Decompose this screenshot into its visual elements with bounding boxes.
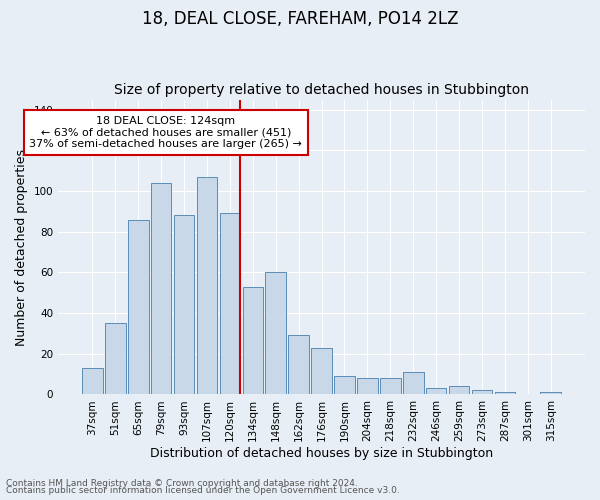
Bar	[541, 392, 561, 394]
Bar	[334, 376, 355, 394]
Bar	[380, 378, 401, 394]
Bar	[242, 286, 263, 395]
Bar	[472, 390, 493, 394]
Text: 18, DEAL CLOSE, FAREHAM, PO14 2LZ: 18, DEAL CLOSE, FAREHAM, PO14 2LZ	[142, 10, 458, 28]
Bar	[174, 216, 194, 394]
Title: Size of property relative to detached houses in Stubbington: Size of property relative to detached ho…	[114, 83, 529, 97]
Bar	[265, 272, 286, 394]
Bar	[82, 368, 103, 394]
Bar	[151, 183, 172, 394]
Bar	[105, 324, 125, 394]
Bar	[403, 372, 424, 394]
Bar	[449, 386, 469, 394]
Text: 18 DEAL CLOSE: 124sqm
← 63% of detached houses are smaller (451)
37% of semi-det: 18 DEAL CLOSE: 124sqm ← 63% of detached …	[29, 116, 302, 149]
Bar	[289, 336, 309, 394]
Bar	[426, 388, 446, 394]
Bar	[197, 177, 217, 394]
X-axis label: Distribution of detached houses by size in Stubbington: Distribution of detached houses by size …	[150, 447, 493, 460]
Bar	[494, 392, 515, 394]
Y-axis label: Number of detached properties: Number of detached properties	[15, 148, 28, 346]
Bar	[311, 348, 332, 395]
Text: Contains public sector information licensed under the Open Government Licence v3: Contains public sector information licen…	[6, 486, 400, 495]
Bar	[220, 214, 240, 394]
Text: Contains HM Land Registry data © Crown copyright and database right 2024.: Contains HM Land Registry data © Crown c…	[6, 478, 358, 488]
Bar	[128, 220, 149, 394]
Bar	[357, 378, 378, 394]
